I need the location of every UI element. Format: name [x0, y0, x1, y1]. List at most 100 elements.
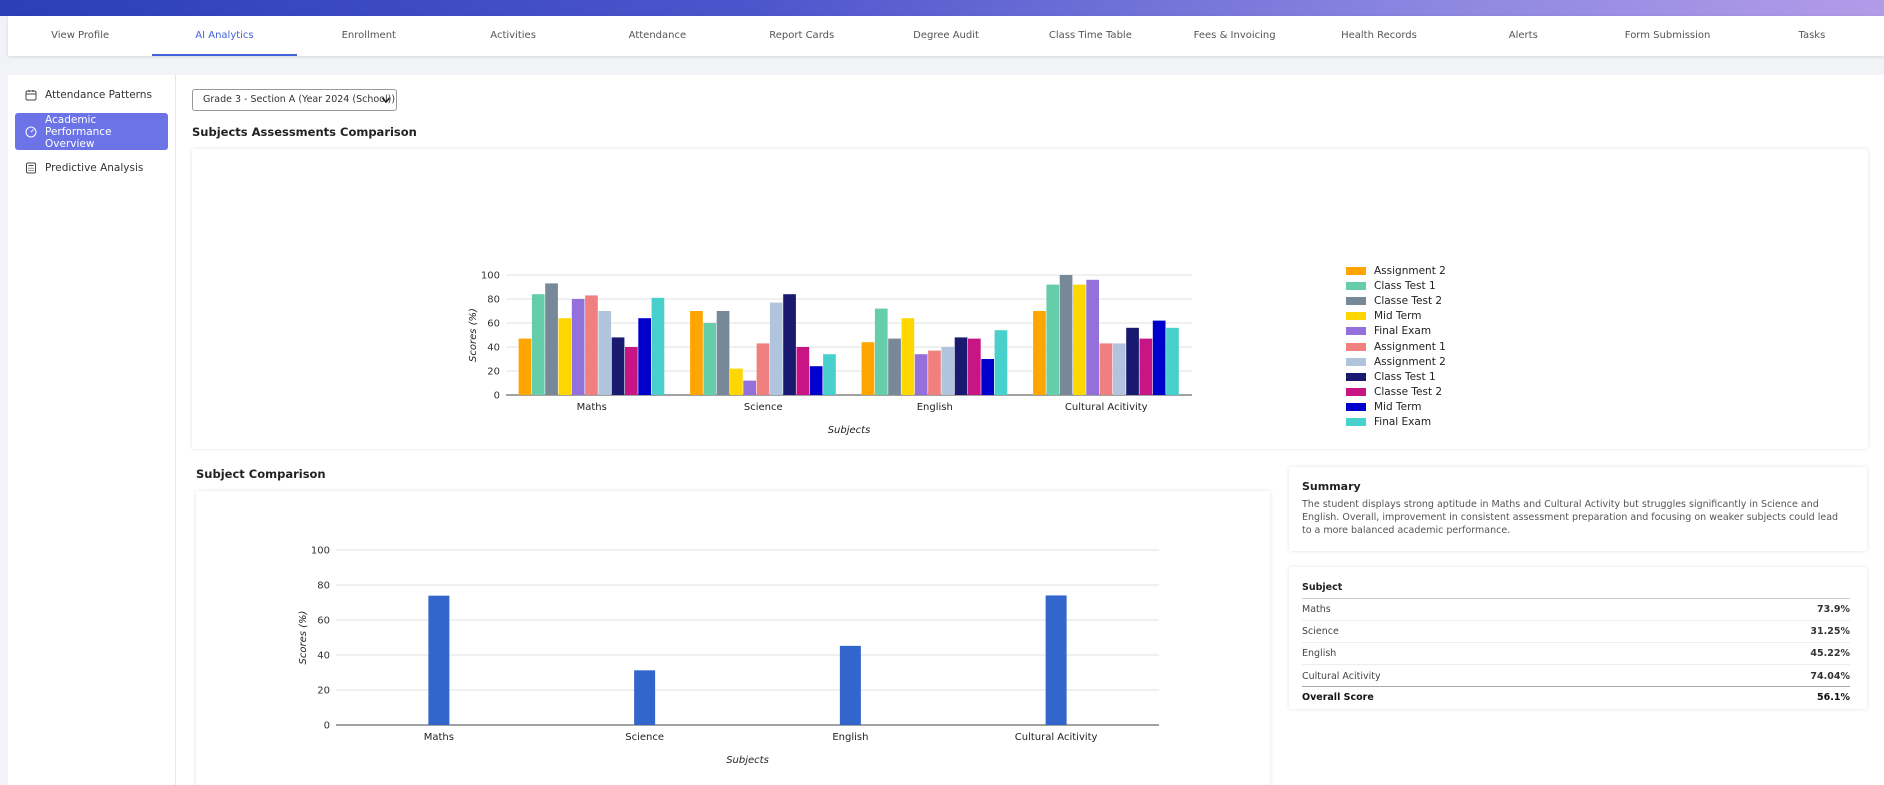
subject-score: 73.9% [1817, 604, 1850, 615]
table-row: English 45.22% [1302, 643, 1850, 665]
legend-item[interactable]: Mid Term [1346, 309, 1446, 324]
table-row: Cultural Acitivity 74.04% [1302, 665, 1850, 687]
y-tick-label: 80 [487, 295, 500, 306]
legend-item[interactable]: Classe Test 2 [1346, 385, 1446, 400]
class-section-value: Grade 3 - Section A (Year 2024 (School)) [203, 94, 396, 105]
y-tick-label: 20 [317, 686, 330, 697]
score-table-header-label: Subject [1302, 582, 1343, 593]
chart-bar [598, 311, 612, 395]
chart-bar [769, 302, 783, 395]
overall-score-label: Overall Score [1302, 692, 1374, 703]
gauge-icon [25, 126, 37, 137]
tab-report-cards[interactable]: Report Cards [769, 30, 835, 41]
subject-comparison-section-title: Subject Comparison [196, 467, 326, 481]
legend-item[interactable]: Class Test 1 [1346, 278, 1446, 293]
main-tab-bar: View Profile AI Analytics Enrollment Act… [8, 16, 1884, 56]
chart-bar [651, 297, 665, 395]
sidebar-item-attendance-patterns[interactable]: Attendance Patterns [15, 83, 168, 107]
legend-item[interactable]: Final Exam [1346, 324, 1446, 339]
tab-form-submission[interactable]: Form Submission [1624, 30, 1711, 41]
chart-bar [1086, 279, 1099, 395]
chart-bar [634, 670, 656, 725]
tab-degree-audit[interactable]: Degree Audit [913, 30, 979, 41]
chart-bar [1033, 311, 1046, 395]
y-tick-label: 40 [317, 651, 330, 662]
tab-enrollment[interactable]: Enrollment [341, 30, 396, 41]
chart-bar [823, 354, 836, 395]
legend-item[interactable]: Classe Test 2 [1346, 293, 1446, 308]
legend-item[interactable]: Class Test 1 [1346, 369, 1446, 384]
x-axis-title: Subjects [828, 425, 871, 436]
legend-item[interactable]: Assignment 1 [1346, 339, 1446, 354]
sidebar-item-label: Academic Performance Overview [45, 113, 112, 150]
legend-label: Class Test 1 [1374, 279, 1436, 292]
legend-label: Final Exam [1374, 416, 1432, 429]
tab-class-time-table[interactable]: Class Time Table [1048, 30, 1132, 41]
score-table-header: Subject [1302, 577, 1850, 599]
sidebar-item-predictive-analysis[interactable]: Predictive Analysis [15, 156, 168, 180]
chart-bar [716, 311, 730, 395]
sidebar-item-label: Predictive Analysis [45, 162, 144, 174]
tab-alerts[interactable]: Alerts [1508, 30, 1538, 41]
chart-bar [730, 368, 743, 395]
tab-health-records[interactable]: Health Records [1341, 30, 1417, 41]
chart-bar [743, 380, 756, 395]
tab-ai-analytics[interactable]: AI Analytics [152, 16, 297, 56]
legend-item[interactable]: Assignment 2 [1346, 263, 1446, 278]
chart-bar [861, 342, 875, 395]
legend-label: Classe Test 2 [1374, 294, 1443, 307]
chart-bar [558, 318, 572, 395]
chart-bar [518, 338, 532, 395]
chart-bar [994, 330, 1008, 395]
legend-swatch [1346, 296, 1366, 305]
class-section-select[interactable]: Grade 3 - Section A (Year 2024 (School)) [192, 89, 397, 111]
legend-swatch [1346, 418, 1366, 427]
tab-fees-invoicing[interactable]: Fees & Invoicing [1193, 30, 1276, 41]
chart-bar [531, 294, 545, 395]
subject-score: 45.22% [1810, 648, 1850, 659]
calendar-icon [25, 90, 37, 101]
tab-activities[interactable]: Activities [490, 30, 536, 41]
assessments-section-title: Subjects Assessments Comparison [192, 125, 417, 139]
sidebar-item-academic-performance[interactable]: Academic Performance Overview [15, 113, 168, 150]
chart-bar [928, 350, 941, 395]
assessments-legend: Assignment 2 Class Test 1 Classe Test 2 Mid… [1346, 263, 1446, 430]
chart-bar [968, 338, 981, 395]
chart-bar [756, 343, 770, 395]
legend-swatch [1346, 372, 1366, 381]
chart-bar [796, 347, 810, 395]
chart-bar [914, 354, 928, 395]
sidebar-item-label: Attendance Patterns [45, 89, 152, 101]
tab-view-profile[interactable]: View Profile [51, 30, 110, 41]
legend-item[interactable]: Assignment 2 [1346, 354, 1446, 369]
y-tick-label: 100 [311, 546, 330, 557]
tab-tasks[interactable]: Tasks [1798, 30, 1826, 41]
chart-bar [545, 283, 558, 395]
legend-label: Mid Term [1374, 401, 1422, 414]
subject-name: English [1302, 648, 1337, 659]
assessments-bar-chart: 0 20 40 60 80 100 Maths Science English Cultural … [468, 271, 1192, 436]
chart-bar [901, 318, 915, 395]
header-banner [0, 0, 1884, 16]
x-tick-label: Maths [424, 732, 454, 743]
y-tick-label: 0 [324, 721, 330, 732]
y-tick-label: 80 [317, 581, 330, 592]
legend-label: Assignment 1 [1374, 340, 1446, 353]
y-axis-title: Scores (%) [298, 611, 309, 665]
chart-bar [1139, 338, 1153, 395]
x-tick-label: Cultural Acitivity [1015, 732, 1098, 743]
chart-bar [888, 338, 901, 395]
legend-item[interactable]: Final Exam [1346, 415, 1446, 430]
main-panel: Attendance Patterns Academic Performance… [8, 75, 1884, 785]
table-row: Science 31.25% [1302, 621, 1850, 643]
x-tick-label: English [917, 402, 953, 413]
chart-bar [571, 299, 585, 395]
subject-score: 74.04% [1810, 670, 1850, 682]
tab-attendance[interactable]: Attendance [628, 30, 687, 41]
score-table-card: Subject Maths 73.9% Science 31.25% Engli… [1289, 567, 1867, 709]
legend-label: Assignment 2 [1374, 264, 1446, 277]
legend-item[interactable]: Mid Term [1346, 400, 1446, 415]
legend-swatch [1346, 357, 1366, 366]
legend-swatch [1346, 327, 1366, 336]
y-tick-label: 40 [487, 343, 500, 354]
